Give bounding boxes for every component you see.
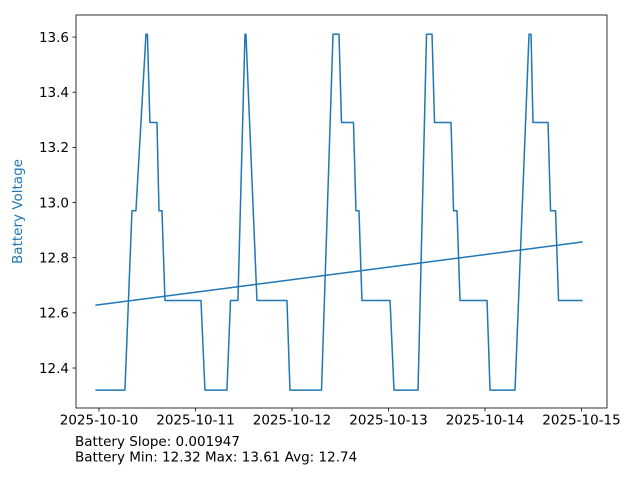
chart-axes: 2025-10-10 2025-10-11 2025-10-12 2025-10-13… bbox=[39, 14, 621, 429]
y-tick-label: 12.4 bbox=[39, 361, 69, 377]
annotation-stats-text: Battery Min: 12.32 Max: 13.61 Avg: 12.74 bbox=[75, 450, 357, 466]
x-tick-label: 2025-10-11 bbox=[156, 413, 234, 429]
chart-series bbox=[95, 33, 583, 391]
annotation-slope-text: Battery Slope: 0.001947 bbox=[75, 434, 240, 450]
x-tick-label: 2025-10-13 bbox=[349, 413, 427, 429]
y-tick-label: 12.8 bbox=[39, 250, 69, 266]
x-tick-label: 2025-10-15 bbox=[542, 413, 620, 429]
y-axis-label: Battery Voltage bbox=[10, 159, 26, 264]
y-tick-label: 12.6 bbox=[39, 306, 69, 322]
y-tick-label: 13.6 bbox=[39, 30, 69, 46]
y-tick-label: 13.4 bbox=[39, 85, 69, 101]
trend-line bbox=[95, 241, 583, 306]
x-tick-label: 2025-10-10 bbox=[60, 413, 138, 429]
plot-frame bbox=[75, 14, 608, 409]
y-tick-label: 13.0 bbox=[39, 195, 69, 211]
x-tick-label: 2025-10-12 bbox=[253, 413, 331, 429]
x-tick-label: 2025-10-14 bbox=[446, 413, 524, 429]
battery-voltage-line bbox=[95, 33, 583, 391]
y-tick-label: 13.2 bbox=[39, 140, 69, 156]
